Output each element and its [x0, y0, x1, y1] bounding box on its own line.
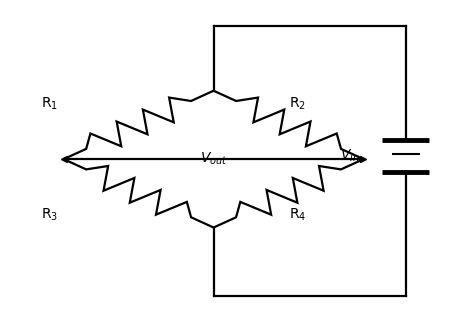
Text: R$_2$: R$_2$ [290, 95, 306, 112]
Text: $V_{in}$: $V_{in}$ [339, 148, 359, 164]
Text: R$_4$: R$_4$ [289, 206, 307, 223]
Text: $V_{out}$: $V_{out}$ [200, 151, 228, 167]
Text: R$_1$: R$_1$ [41, 95, 58, 112]
Text: R$_3$: R$_3$ [41, 206, 58, 223]
